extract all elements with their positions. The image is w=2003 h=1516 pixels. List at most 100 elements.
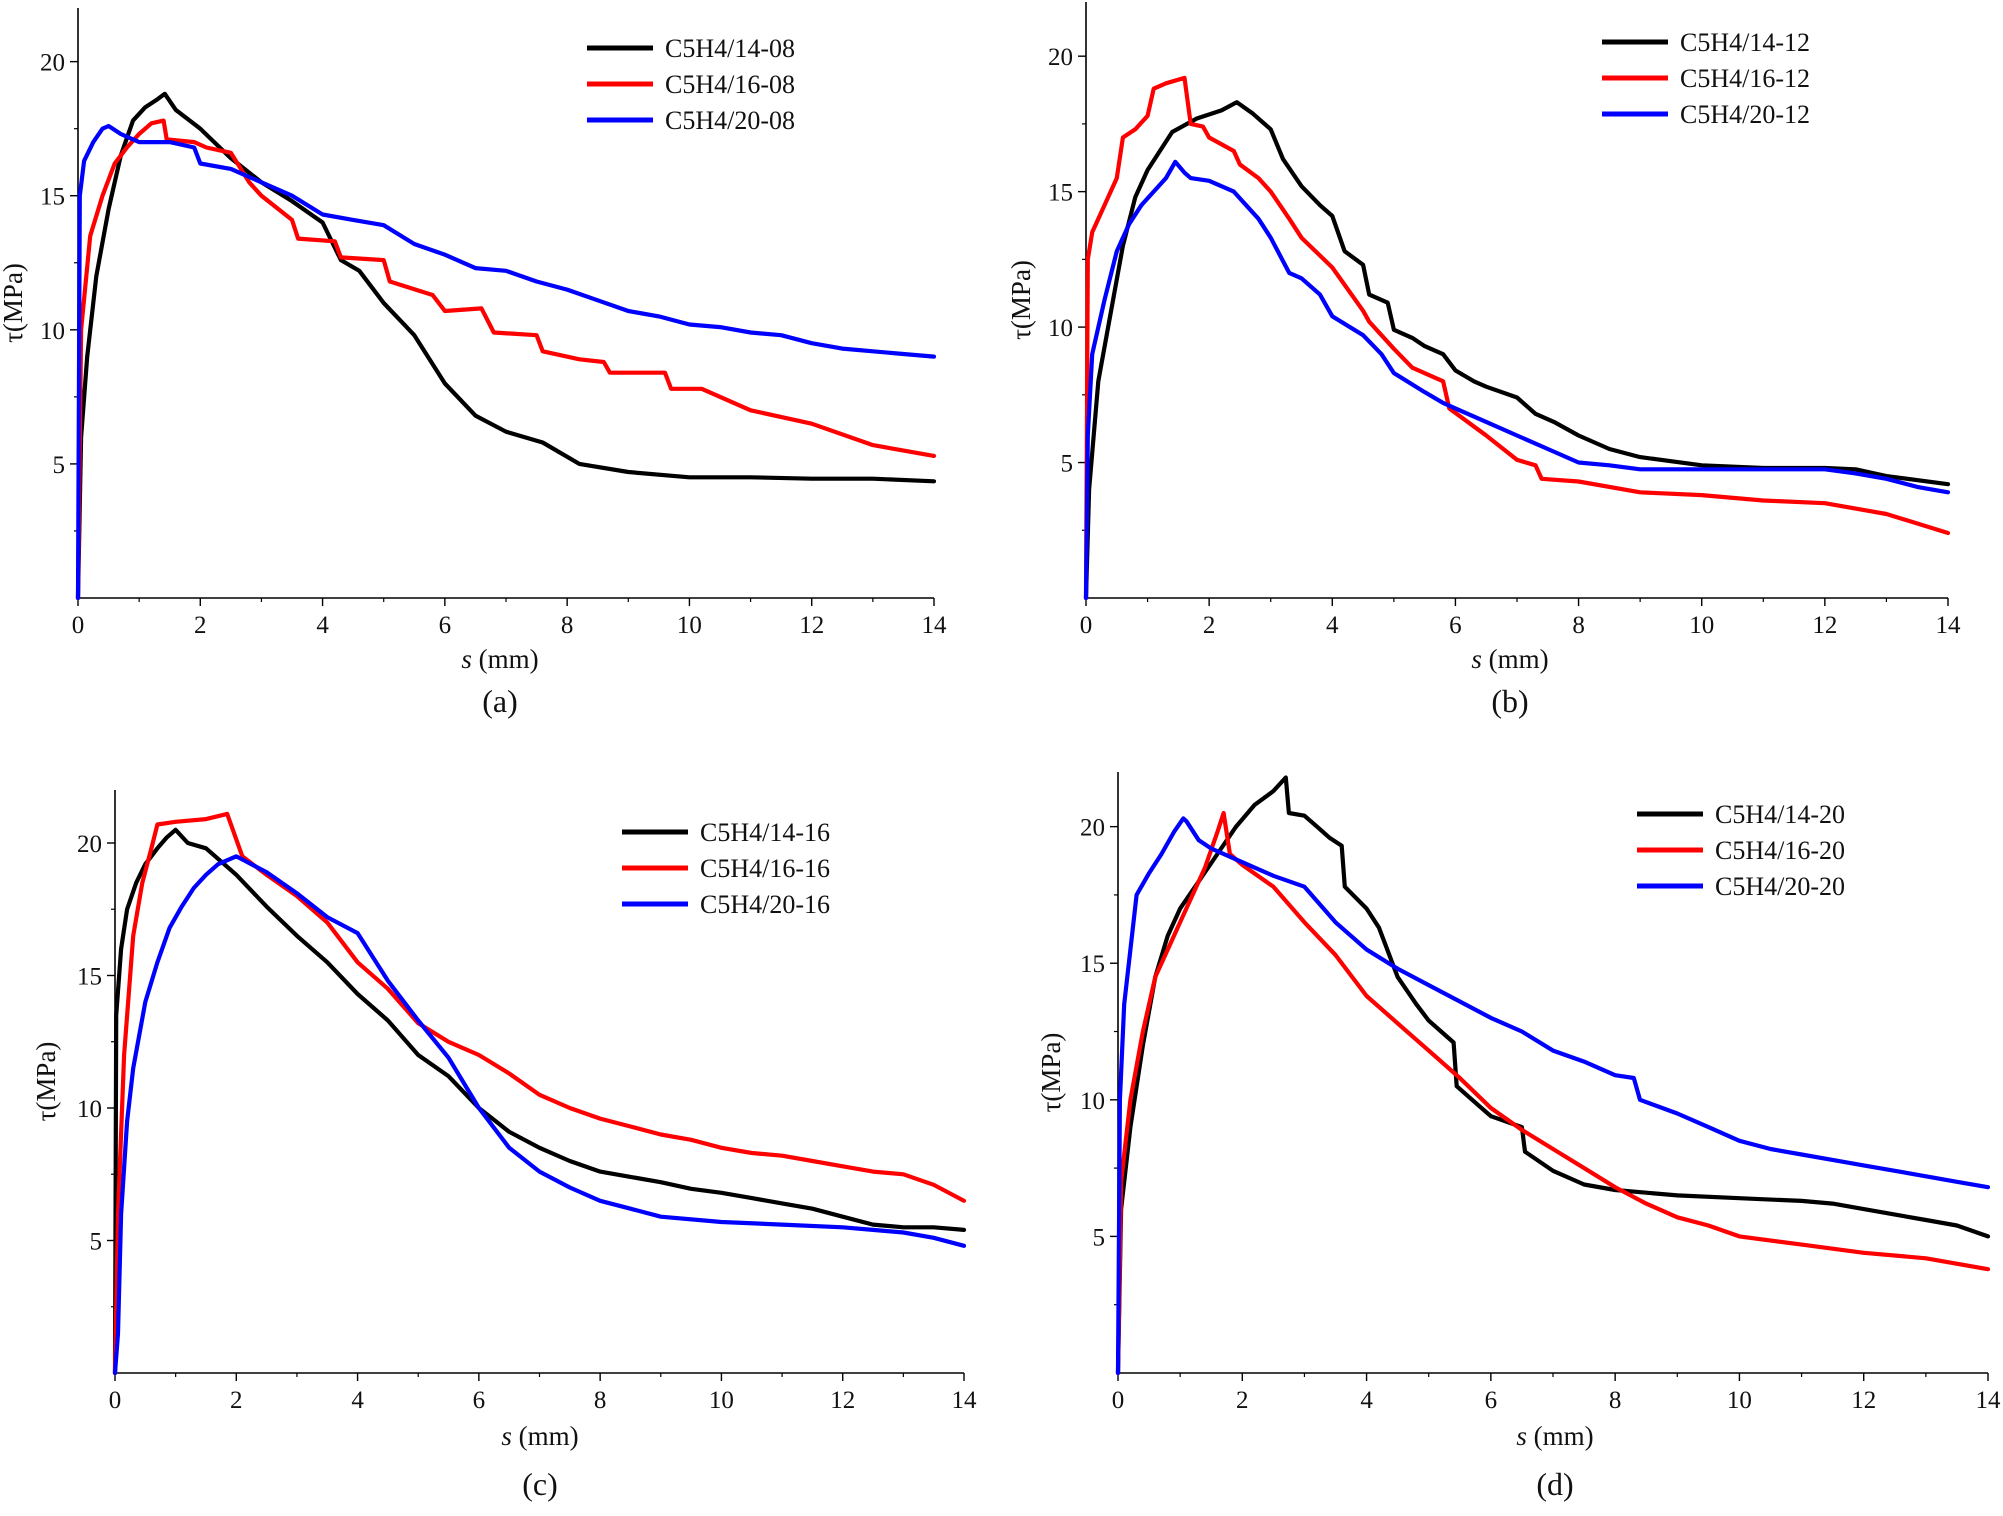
y-axis-label: τ(MPa): [31, 1042, 61, 1122]
x-tick-label: 2: [1236, 1387, 1249, 1414]
x-tick-label: 4: [1360, 1387, 1373, 1414]
legend-label: C5H4/14-16: [700, 818, 830, 847]
x-axis-label: s (mm): [1516, 1421, 1593, 1451]
y-tick-label: 15: [40, 184, 65, 211]
series-line-C5H4/16-16: [112, 811, 967, 1376]
legend: C5H4/14-16 C5H4/16-16 C5H4/20-16: [622, 818, 830, 919]
x-axis-variable: s: [501, 1421, 512, 1451]
series-line-C5H4/20-12: [1083, 159, 1951, 601]
x-tick-label: 0: [1112, 1387, 1125, 1414]
legend: C5H4/14-12 C5H4/16-12 C5H4/20-12: [1602, 28, 1810, 129]
y-tick-label: 5: [1093, 1224, 1106, 1251]
y-tick-label: 20: [77, 831, 102, 858]
y-tick-label: 10: [40, 318, 65, 345]
x-axis-unit: (mm): [472, 644, 539, 674]
series-line-C5H4/20-20: [1115, 816, 1991, 1376]
x-axis-variable: s: [1471, 644, 1482, 674]
legend-label: C5H4/16-08: [665, 70, 795, 99]
y-tick-label: 15: [77, 964, 102, 991]
x-tick-label: 12: [1851, 1387, 1876, 1414]
y-tick-label: 5: [53, 452, 66, 479]
x-tick-label: 14: [1936, 612, 1962, 639]
x-tick-label: 12: [830, 1387, 855, 1414]
x-tick-label: 0: [72, 612, 85, 639]
legend: C5H4/14-20 C5H4/16-20 C5H4/20-20: [1637, 800, 1845, 901]
x-axis-unit: (mm): [1527, 1421, 1594, 1451]
x-tick-label: 4: [351, 1387, 364, 1414]
x-tick-label: 12: [799, 612, 824, 639]
chart-panel-c: 0 2 4 6 8 10 12 14 5 10 15 20 τ(MPa) s (mm) (c) C5H4/14…: [31, 790, 977, 1502]
x-axis-label: s (mm): [501, 1421, 578, 1451]
legend-label: C5H4/20-16: [700, 890, 830, 919]
legend-label: C5H4/16-12: [1680, 64, 1810, 93]
x-tick-label: 8: [594, 1387, 607, 1414]
x-tick-label: 4: [1326, 612, 1339, 639]
series-line-C5H4/20-16: [112, 854, 967, 1376]
x-tick-label: 0: [109, 1387, 122, 1414]
series-line-C5H4/16-20: [1115, 810, 1991, 1376]
x-tick-label: 0: [1080, 612, 1093, 639]
y-tick-label: 10: [77, 1096, 102, 1123]
series-line-C5H4/16-12: [1083, 75, 1951, 601]
x-tick-label: 6: [473, 1387, 486, 1414]
x-axis-variable: s: [1516, 1421, 1527, 1451]
legend-label: C5H4/14-08: [665, 34, 795, 63]
x-tick-label: 10: [709, 1387, 734, 1414]
x-tick-label: 14: [922, 612, 948, 639]
legend-label: C5H4/14-20: [1715, 800, 1845, 829]
x-axis-label: s (mm): [461, 644, 538, 674]
chart-panel-b: 0 2 4 6 8 10 12 14 5 10 15 20 τ(MPa) s (mm) (b) C5H4/14…: [1006, 2, 1961, 719]
x-tick-label: 14: [1976, 1387, 2002, 1414]
x-tick-label: 6: [1449, 612, 1462, 639]
x-axis-label: s (mm): [1471, 644, 1548, 674]
y-tick-label: 20: [1080, 815, 1105, 842]
x-axis-unit: (mm): [1482, 644, 1549, 674]
series-line-C5H4/16-08: [75, 118, 937, 601]
series-line-C5H4/14-12: [1083, 100, 1951, 601]
x-tick-label: 14: [952, 1387, 978, 1414]
legend-label: C5H4/20-12: [1680, 100, 1810, 129]
x-tick-label: 8: [561, 612, 574, 639]
y-tick-label: 15: [1080, 951, 1105, 978]
y-axis-label: τ(MPa): [1006, 260, 1036, 340]
chart-panel-d: 0 2 4 6 8 10 12 14 5 10 15 20 τ(MPa) s (mm) (d) C5H4/14…: [1036, 772, 2001, 1502]
x-axis-variable: s: [461, 644, 472, 674]
legend-label: C5H4/14-12: [1680, 28, 1810, 57]
panel-label: (a): [482, 683, 518, 719]
x-tick-label: 4: [316, 612, 329, 639]
x-tick-label: 8: [1572, 612, 1585, 639]
series-line-C5H4/14-08: [75, 91, 937, 601]
x-tick-label: 6: [439, 612, 452, 639]
series-line-C5H4/20-08: [75, 123, 937, 601]
y-tick-label: 15: [1048, 180, 1073, 207]
x-tick-label: 6: [1485, 1387, 1498, 1414]
x-tick-label: 10: [1689, 612, 1714, 639]
x-tick-label: 8: [1609, 1387, 1622, 1414]
y-axis-label: τ(MPa): [0, 263, 28, 343]
legend-label: C5H4/20-20: [1715, 872, 1845, 901]
y-axis-label: τ(MPa): [1036, 1033, 1066, 1113]
y-tick-label: 10: [1048, 315, 1073, 342]
legend: C5H4/14-08 C5H4/16-08 C5H4/20-08: [587, 34, 795, 135]
x-tick-label: 2: [230, 1387, 243, 1414]
chart-panel-a: 0 2 4 6 8 10 12 14 5 10 15 20 τ(MPa) s (mm) (a) C5H4/14…: [0, 8, 947, 719]
x-tick-label: 10: [677, 612, 702, 639]
x-tick-label: 2: [1203, 612, 1216, 639]
legend-label: C5H4/16-16: [700, 854, 830, 883]
x-tick-label: 10: [1727, 1387, 1752, 1414]
y-tick-label: 5: [90, 1229, 103, 1256]
y-tick-label: 5: [1061, 451, 1074, 478]
panel-label: (c): [522, 1466, 558, 1502]
x-axis-unit: (mm): [512, 1421, 579, 1451]
legend-label: C5H4/20-08: [665, 106, 795, 135]
panel-label: (b): [1491, 683, 1528, 719]
panel-label: (d): [1536, 1466, 1573, 1502]
series-line-C5H4/14-16: [112, 827, 967, 1376]
y-tick-label: 10: [1080, 1088, 1105, 1115]
x-tick-label: 12: [1812, 612, 1837, 639]
legend-label: C5H4/16-20: [1715, 836, 1845, 865]
y-tick-label: 20: [40, 50, 65, 77]
x-tick-label: 2: [194, 612, 207, 639]
y-tick-label: 20: [1048, 44, 1073, 71]
